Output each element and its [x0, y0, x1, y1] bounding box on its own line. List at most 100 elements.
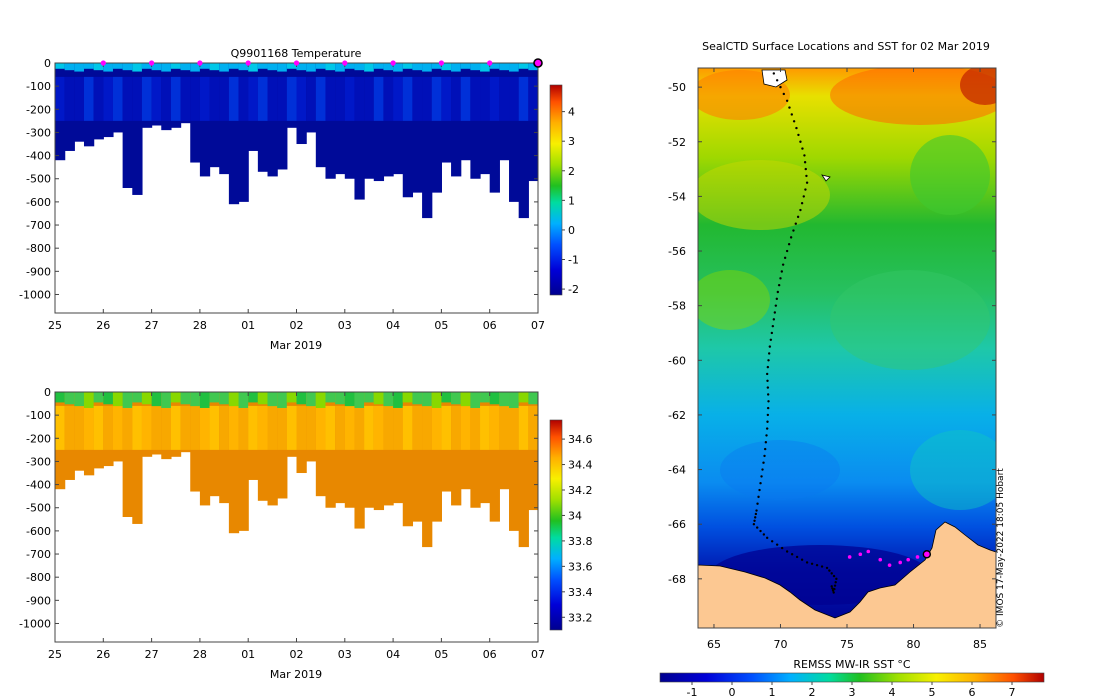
salinity-x-ticks: 25 26 27 28 01 02 03 04 05 06 07 — [48, 392, 545, 661]
profile-subsurface — [412, 76, 423, 121]
profile-subsurface — [132, 405, 143, 450]
track-point — [766, 393, 770, 396]
y-tick-label: -700 — [26, 548, 51, 561]
profile-surface — [141, 63, 153, 69]
profile-subsurface — [354, 76, 365, 121]
profile-surface — [373, 63, 385, 69]
track-point — [780, 270, 784, 273]
profile-surface — [489, 63, 500, 69]
x-tick-label: 28 — [193, 648, 207, 661]
profile-column — [344, 63, 356, 179]
profile-surface — [402, 392, 414, 403]
profile-subsurface — [306, 76, 317, 121]
temperature-colorbar — [549, 84, 563, 296]
colorbar-tick-label: 2 — [568, 165, 575, 178]
lat-tick-label: -52 — [668, 136, 686, 149]
profile-subsurface — [161, 405, 172, 450]
profile-surface — [199, 63, 211, 69]
profile-subsurface — [480, 76, 491, 121]
track-point — [782, 92, 786, 96]
profile-column — [122, 392, 133, 517]
x-tick-label: 04 — [386, 319, 400, 332]
recent-location — [898, 560, 903, 565]
lat-tick-label: -62 — [668, 409, 686, 422]
profile-surface — [431, 392, 442, 408]
track-point — [767, 400, 770, 403]
profile-subsurface — [122, 405, 133, 450]
track-point — [775, 79, 779, 82]
profile-subsurface — [335, 405, 346, 450]
track-point — [805, 561, 809, 564]
x-tick-label: 07 — [531, 648, 545, 661]
profile-subsurface — [451, 76, 462, 121]
profile-subsurface — [93, 76, 104, 121]
colorbar-tick-label: 33.6 — [568, 560, 593, 573]
track-point — [802, 195, 805, 198]
track-point — [765, 536, 769, 540]
profile-subsurface — [296, 76, 307, 121]
profile-surface — [248, 392, 259, 403]
map-credit: © IMOS 17-May-2022 18:05 Hobart — [996, 468, 1006, 628]
profile-subsurface — [180, 405, 191, 450]
track-point — [757, 495, 760, 499]
profile-subsurface — [480, 405, 491, 450]
profile-surface — [509, 392, 520, 408]
profile-surface — [335, 63, 346, 72]
profile-surface — [344, 63, 356, 69]
track-point — [777, 283, 781, 287]
profile-surface — [190, 392, 201, 407]
recent-location — [858, 552, 863, 557]
profile-surface — [518, 63, 529, 69]
profile-subsurface — [248, 405, 259, 450]
profile-column — [402, 63, 414, 198]
profile-surface — [296, 63, 307, 71]
profile-subsurface — [257, 76, 269, 121]
profile-surface — [103, 392, 114, 405]
profile-subsurface — [238, 76, 249, 121]
profile-surface — [64, 392, 75, 405]
profile-column — [412, 63, 423, 193]
track-point — [755, 509, 758, 512]
profile-subsurface — [518, 76, 529, 121]
profile-subsurface — [296, 405, 307, 450]
y-tick-label: -100 — [26, 80, 51, 93]
temperature-y-ticks: 0 -100 -200 -300 -400 -500 -600 -700 -800 -900 -10… — [19, 57, 538, 301]
profile-surface — [499, 392, 510, 407]
profile-surface — [267, 392, 278, 407]
sst-colorbar-tick-label: -1 — [687, 686, 698, 699]
track-point — [773, 311, 777, 314]
profile-marker — [390, 60, 396, 66]
track-point — [772, 318, 776, 321]
profile-surface — [55, 392, 66, 403]
profile-surface — [64, 63, 75, 71]
profile-subsurface — [286, 405, 298, 450]
track-point — [766, 406, 770, 410]
y-tick-label: 0 — [44, 57, 51, 70]
track-point — [771, 324, 775, 328]
x-tick-label: 27 — [145, 648, 159, 661]
y-tick-label: -500 — [26, 173, 51, 186]
x-tick-label: 06 — [483, 648, 497, 661]
track-point — [799, 140, 802, 143]
y-tick-label: -500 — [26, 502, 51, 515]
track-point — [785, 550, 789, 553]
lon-tick-label: 80 — [907, 638, 921, 651]
profile-subsurface — [393, 405, 404, 450]
y-tick-label: -300 — [26, 455, 51, 468]
profile-surface — [441, 63, 452, 71]
profile-subsurface — [441, 405, 452, 450]
salinity-y-ticks: 0 -100 -200 -300 -400 -500 -600 -700 -800 -900 -10… — [19, 386, 538, 630]
track-point — [795, 555, 799, 559]
profile-surface — [315, 63, 327, 69]
profile-subsurface — [509, 76, 520, 121]
profile-column — [470, 63, 481, 179]
lat-tick-label: -56 — [668, 245, 686, 258]
track-point — [785, 99, 789, 102]
profile-column — [518, 392, 529, 548]
temperature-title: Q9901168 Temperature — [231, 47, 362, 60]
x-tick-label: 27 — [145, 319, 159, 332]
track-point — [766, 386, 770, 389]
profile-subsurface — [55, 76, 66, 121]
profile-surface — [238, 63, 249, 71]
profile-surface — [93, 392, 104, 403]
